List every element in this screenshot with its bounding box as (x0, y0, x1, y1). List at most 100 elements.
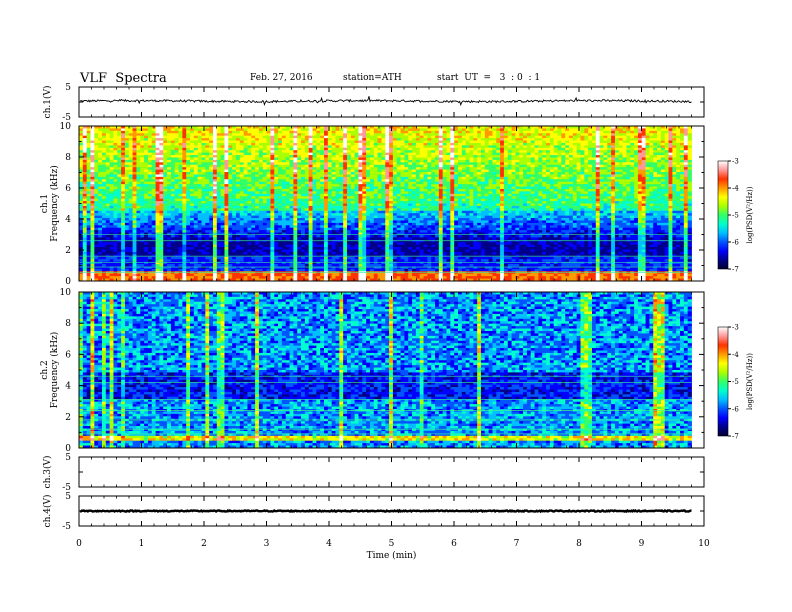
spec-cell (634, 167, 639, 170)
spec-cell (262, 176, 267, 180)
spec-cell (664, 164, 669, 168)
spec-cell (128, 152, 133, 156)
spec-cell (278, 142, 283, 146)
spec-cell (538, 193, 543, 197)
spec-cell (607, 167, 612, 170)
spec-cell (622, 176, 627, 180)
spec-cell (216, 155, 222, 158)
spec-cell (327, 196, 333, 200)
spec-cell (389, 133, 394, 137)
spec-cell (450, 181, 455, 185)
spec-cell (664, 198, 669, 202)
spec-cell (515, 164, 520, 168)
spec-cell (235, 174, 241, 178)
spec-cell (637, 135, 643, 139)
spec-cell (641, 198, 646, 202)
spec-cell (572, 147, 578, 151)
spec-cell (515, 198, 520, 202)
spec-cell (190, 172, 195, 175)
spec-cell (312, 126, 317, 129)
spec-cell (442, 128, 447, 132)
spec-cell (534, 140, 539, 144)
spec-cell (301, 126, 306, 129)
spec-cell (450, 130, 455, 134)
spec-cell (335, 181, 340, 185)
spec-cell (167, 186, 172, 190)
spec-cell (216, 128, 222, 132)
spec-cell (415, 135, 421, 139)
spec-cell (258, 191, 264, 195)
spec-cell (515, 159, 520, 163)
spec-cell (197, 135, 202, 139)
spec-cell (170, 159, 176, 163)
spec-cell (603, 167, 608, 170)
spec-cell (251, 196, 256, 200)
spec-cell (649, 138, 654, 141)
spec-cell (404, 172, 409, 175)
spec-cell (212, 140, 218, 144)
spec-cell (193, 155, 199, 158)
spec-cell (484, 191, 490, 195)
spec-cell (346, 147, 352, 151)
spec-cell (339, 128, 344, 132)
spec-cell (542, 157, 547, 161)
spec-cell (622, 150, 627, 154)
spec-cell (369, 167, 375, 170)
spec-cell (637, 162, 643, 166)
spec-cell (205, 174, 210, 178)
spec-cell (86, 159, 91, 163)
spec-cell (419, 159, 424, 163)
spec-cell (121, 184, 126, 187)
spec-cell (239, 128, 245, 132)
spec-cell (572, 152, 578, 156)
spec-cell (144, 181, 149, 185)
spec-cell (324, 174, 329, 178)
spec-cell (496, 142, 501, 146)
spec-cell (144, 152, 149, 156)
spec-cell (408, 159, 413, 163)
spec-cell (113, 172, 118, 175)
spec-cell (668, 181, 673, 185)
spec-cell (465, 155, 470, 158)
spec-cell (381, 130, 386, 134)
spec-cell (205, 186, 210, 190)
spec-cell (79, 126, 84, 129)
spec-cell (630, 126, 635, 129)
spec-cell (174, 201, 179, 204)
spec-cell (101, 167, 107, 170)
spec-cell (680, 174, 685, 178)
spec-cell (419, 128, 424, 132)
spec-cell (121, 130, 126, 134)
spec-cell (465, 184, 470, 187)
spec-cell (209, 140, 214, 144)
spec-cell (580, 172, 585, 175)
spec-cell (163, 172, 168, 175)
spec-cell (140, 164, 145, 168)
spec-cell (212, 138, 218, 141)
spec-cell (86, 181, 91, 185)
spec-cell (331, 167, 336, 170)
spec-cell (637, 176, 643, 180)
spec-cell (549, 167, 555, 170)
spec-cell (454, 135, 459, 139)
spec-cell (408, 164, 413, 168)
spec-cell (672, 186, 677, 190)
spec-cell (350, 147, 356, 151)
spec-cell (622, 174, 627, 178)
spec-cell (572, 157, 578, 161)
spec-cell (500, 157, 505, 161)
spec-cell (343, 142, 348, 146)
spec-cell (484, 164, 490, 168)
spec-cell (381, 193, 386, 197)
spec-cell (419, 152, 424, 156)
spec-cell (190, 130, 195, 134)
spec-cell (496, 150, 501, 154)
spec-cell (492, 159, 497, 163)
spec-cell (121, 169, 126, 173)
spec-cell (113, 138, 118, 141)
spec-cell (503, 133, 509, 137)
spec-cell (645, 142, 650, 146)
spec-cell (404, 135, 409, 139)
spec-cell (549, 191, 555, 195)
spec-cell (385, 191, 390, 195)
